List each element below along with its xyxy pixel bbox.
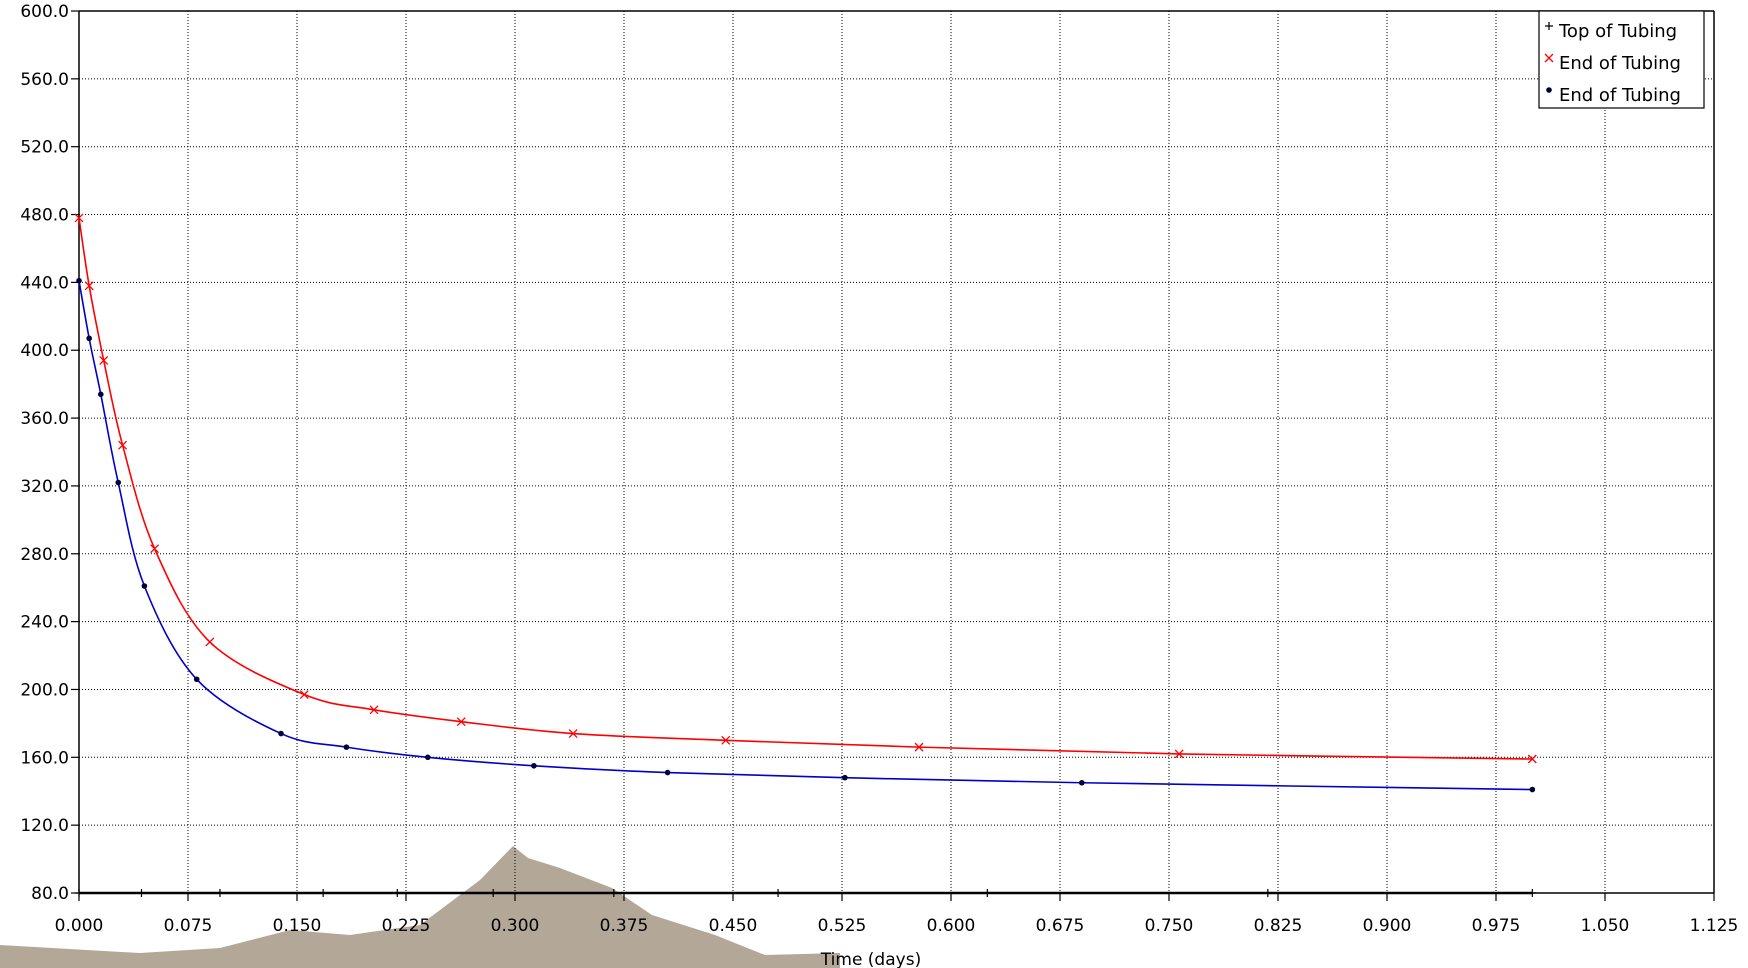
- data-point: [278, 730, 284, 737]
- data-point: [98, 391, 104, 398]
- data-point: [141, 583, 148, 589]
- data-point: [914, 742, 924, 752]
- data-point: [115, 479, 122, 486]
- y-tick-label: 520.0: [20, 138, 69, 158]
- y-tick-label: 400.0: [20, 341, 69, 361]
- data-point: [774, 889, 783, 897]
- legend-marker: [1545, 22, 1553, 30]
- legend-label: Top of Tubing: [1558, 21, 1677, 42]
- x-tick-label: 0.675: [1036, 916, 1085, 936]
- data-point: [84, 281, 94, 291]
- series-line: [78, 280, 1533, 791]
- x-tick-label: 0.825: [1254, 916, 1303, 936]
- x-tick-label: 0.000: [55, 916, 104, 936]
- series-1: [74, 213, 1537, 764]
- data-point: [721, 735, 731, 745]
- y-tick-label: 480.0: [20, 206, 69, 226]
- legend-marker: [1544, 53, 1554, 63]
- y-tick-label: 280.0: [20, 545, 69, 565]
- data-point: [531, 762, 537, 769]
- data-point: [86, 335, 92, 342]
- data-point: [1263, 889, 1272, 897]
- data-point: [75, 889, 83, 897]
- x-tick-label: 0.150: [273, 916, 322, 936]
- data-point: [1528, 889, 1537, 897]
- y-tick-label: 360.0: [20, 409, 69, 429]
- y-tick-label: 160.0: [20, 748, 69, 768]
- x-tick-label: 0.750: [1145, 916, 1194, 936]
- legend-label: End of Tubing: [1559, 53, 1681, 74]
- axes: 0.000 0.075 0.150 0.225 0.300 0.375 0.450 0.525…: [20, 2, 1738, 936]
- data-point: [369, 705, 379, 715]
- x-tick-label: 0.900: [1363, 916, 1412, 936]
- grid: [79, 11, 1714, 893]
- data-point: [343, 744, 350, 750]
- y-tick-label: 120.0: [20, 816, 69, 836]
- y-tick-label: 240.0: [20, 613, 69, 633]
- x-tick-label: 0.375: [600, 916, 649, 936]
- x-tick-label: 0.450: [709, 916, 758, 936]
- data-point: [489, 889, 498, 897]
- data-point: [215, 889, 224, 897]
- x-tick-label: 0.525: [818, 916, 867, 936]
- x-axis-title: Time (days): [820, 950, 921, 968]
- data-point: [664, 769, 671, 776]
- data-point: [205, 637, 215, 647]
- data-point: [842, 774, 848, 781]
- y-tick-label: 560.0: [20, 70, 69, 90]
- x-tick-label: 1.125: [1690, 916, 1739, 936]
- series-line: [78, 217, 1533, 760]
- data-point: [118, 440, 128, 450]
- series-0: [75, 889, 1537, 897]
- data-point: [609, 889, 618, 897]
- data-point: [393, 889, 402, 897]
- data-point: [299, 690, 309, 700]
- data-point: [568, 729, 578, 739]
- data-point: [1529, 786, 1536, 793]
- data-point: [983, 889, 992, 897]
- data-point: [1079, 779, 1085, 786]
- y-tick-label: 200.0: [20, 680, 69, 700]
- y-tick-label: 80.0: [31, 884, 69, 904]
- x-tick-label: 0.300: [491, 916, 540, 936]
- y-tick-label: 440.0: [20, 273, 69, 293]
- data-point: [319, 889, 328, 897]
- terrain-watermark: [0, 846, 840, 968]
- legend-label: End of Tubing: [1559, 85, 1681, 106]
- data-point: [99, 355, 109, 365]
- data-point: [137, 889, 146, 897]
- data-point: [74, 213, 84, 223]
- data-point: [193, 676, 200, 683]
- data-point: [150, 544, 160, 554]
- x-tick-label: 0.075: [164, 916, 213, 936]
- data-point: [425, 754, 431, 761]
- data-point: [1527, 754, 1537, 764]
- y-tick-label: 600.0: [20, 2, 69, 22]
- series: [74, 213, 1537, 897]
- legend-box: [1538, 10, 1705, 109]
- x-tick-label: 0.600: [927, 916, 976, 936]
- legend-marker: [1546, 87, 1552, 93]
- series-2: [76, 277, 1536, 793]
- data-point: [456, 717, 466, 727]
- x-tick-label: 0.975: [1472, 916, 1521, 936]
- data-point: [76, 277, 82, 284]
- data-point: [1174, 749, 1184, 759]
- legend: Top of Tubing End of Tubing End of Tubing: [1538, 10, 1705, 109]
- x-tick-label: 1.050: [1581, 916, 1630, 936]
- y-tick-label: 320.0: [20, 477, 69, 497]
- x-tick-label: 0.225: [382, 916, 431, 936]
